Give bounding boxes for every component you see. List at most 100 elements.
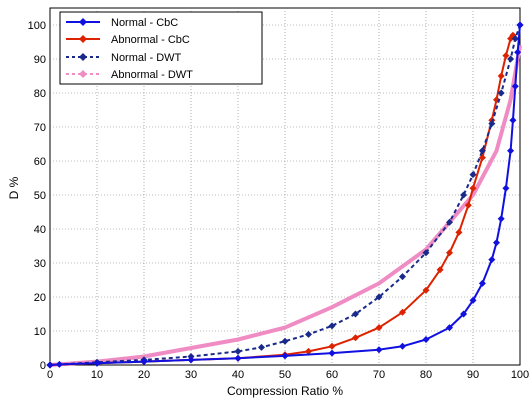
data-point [399, 308, 406, 316]
data-point [460, 191, 468, 199]
data-point [328, 322, 336, 330]
data-point [352, 334, 359, 342]
x-tick-label: 100 [511, 369, 529, 381]
series-line [49, 45, 522, 367]
data-point [187, 356, 195, 364]
data-point [422, 286, 430, 294]
data-point [455, 228, 463, 236]
data-point [422, 249, 430, 257]
legend-marker [79, 53, 87, 61]
x-tick-label: 30 [185, 369, 197, 381]
data-point [497, 215, 505, 223]
data-point [328, 349, 336, 357]
legend-box [59, 11, 263, 85]
data-point [516, 21, 524, 29]
series-2 [46, 21, 524, 369]
y-tick-label: 30 [34, 258, 46, 270]
legend-marker [79, 18, 87, 26]
data-point [478, 147, 486, 155]
series-3 [49, 45, 522, 367]
data-point [281, 337, 289, 345]
data-point [507, 147, 515, 155]
x-tick-label: 10 [91, 369, 103, 381]
series-0 [46, 21, 524, 369]
data-point [399, 273, 406, 281]
tick-labels: 0 10 20 30 40 50 60 70 80 90 100 0 10 20 30 40 50 60 70 80 9… [28, 20, 530, 381]
y-tick-label: 80 [34, 88, 46, 100]
data-point [514, 48, 522, 56]
y-tick-label: 70 [34, 122, 46, 134]
y-tick-label: 100 [28, 20, 46, 32]
data-point [497, 89, 505, 97]
data-point [375, 346, 383, 354]
data-point [507, 55, 515, 63]
data-point [234, 347, 242, 355]
data-point [258, 343, 265, 351]
legend-marker [79, 35, 87, 43]
data-point [446, 218, 453, 226]
series-line [49, 24, 521, 366]
series-group [46, 21, 524, 369]
data-point [399, 342, 406, 350]
data-point [375, 293, 383, 301]
data-point [478, 154, 486, 162]
data-point [93, 359, 101, 367]
x-tick-label: 60 [326, 369, 338, 381]
data-point [140, 358, 148, 366]
data-point [488, 120, 496, 128]
legend: Normal - CbC Abnormal - CbC Normal - DWT… [59, 11, 263, 85]
data-point [422, 336, 430, 343]
data-point [281, 352, 289, 360]
legend-item-normal-dwt: Normal - DWT [66, 52, 182, 64]
legend-label: Normal - DWT [111, 52, 182, 64]
series-line [49, 24, 521, 366]
y-tick-label: 50 [34, 190, 46, 202]
data-point [497, 72, 505, 80]
y-axis-label: D % [7, 176, 21, 199]
x-axis-label: Compression Ratio % [227, 384, 343, 398]
data-point [375, 324, 383, 332]
data-point [469, 171, 477, 179]
data-point [446, 249, 453, 257]
data-point [502, 184, 510, 192]
data-point [446, 324, 453, 332]
legend-label: Abnormal - DWT [111, 69, 193, 81]
data-point [436, 266, 444, 274]
data-point [502, 52, 510, 60]
data-point [55, 360, 63, 368]
x-tick-label: 40 [232, 369, 244, 381]
legend-item-normal-cbc: Normal - CbC [66, 17, 178, 29]
data-point [478, 279, 486, 287]
data-point [511, 82, 519, 90]
x-tick-label: 80 [420, 369, 432, 381]
data-point [493, 239, 500, 247]
x-tick-label: 70 [373, 369, 385, 381]
data-point [460, 310, 468, 318]
data-point [305, 347, 312, 355]
y-tick-label: 20 [34, 292, 46, 304]
data-point [464, 201, 472, 209]
x-tick-label: 20 [138, 369, 150, 381]
data-point [469, 296, 477, 304]
data-point [328, 342, 336, 350]
data-point [46, 361, 54, 369]
data-point [511, 35, 519, 43]
data-point [352, 310, 359, 318]
y-tick-label: 40 [34, 224, 46, 236]
x-tick-label: 50 [279, 369, 291, 381]
x-tick-label: 90 [467, 369, 479, 381]
y-tick-label: 10 [34, 326, 46, 338]
legend-item-abnormal-cbc: Abnormal - CbC [66, 34, 190, 46]
data-point [305, 330, 312, 338]
data-point [469, 184, 477, 192]
y-tick-label: 90 [34, 54, 46, 66]
legend-label: Abnormal - CbC [111, 34, 190, 46]
x-tick-label: 0 [47, 369, 53, 381]
legend-label: Normal - CbC [111, 17, 178, 29]
data-point [509, 116, 517, 124]
legend-marker [79, 70, 87, 78]
data-point [488, 256, 496, 264]
legend-item-abnormal-dwt: Abnormal - DWT [66, 69, 193, 81]
y-tick-label: 0 [40, 360, 46, 372]
data-point [234, 354, 242, 362]
